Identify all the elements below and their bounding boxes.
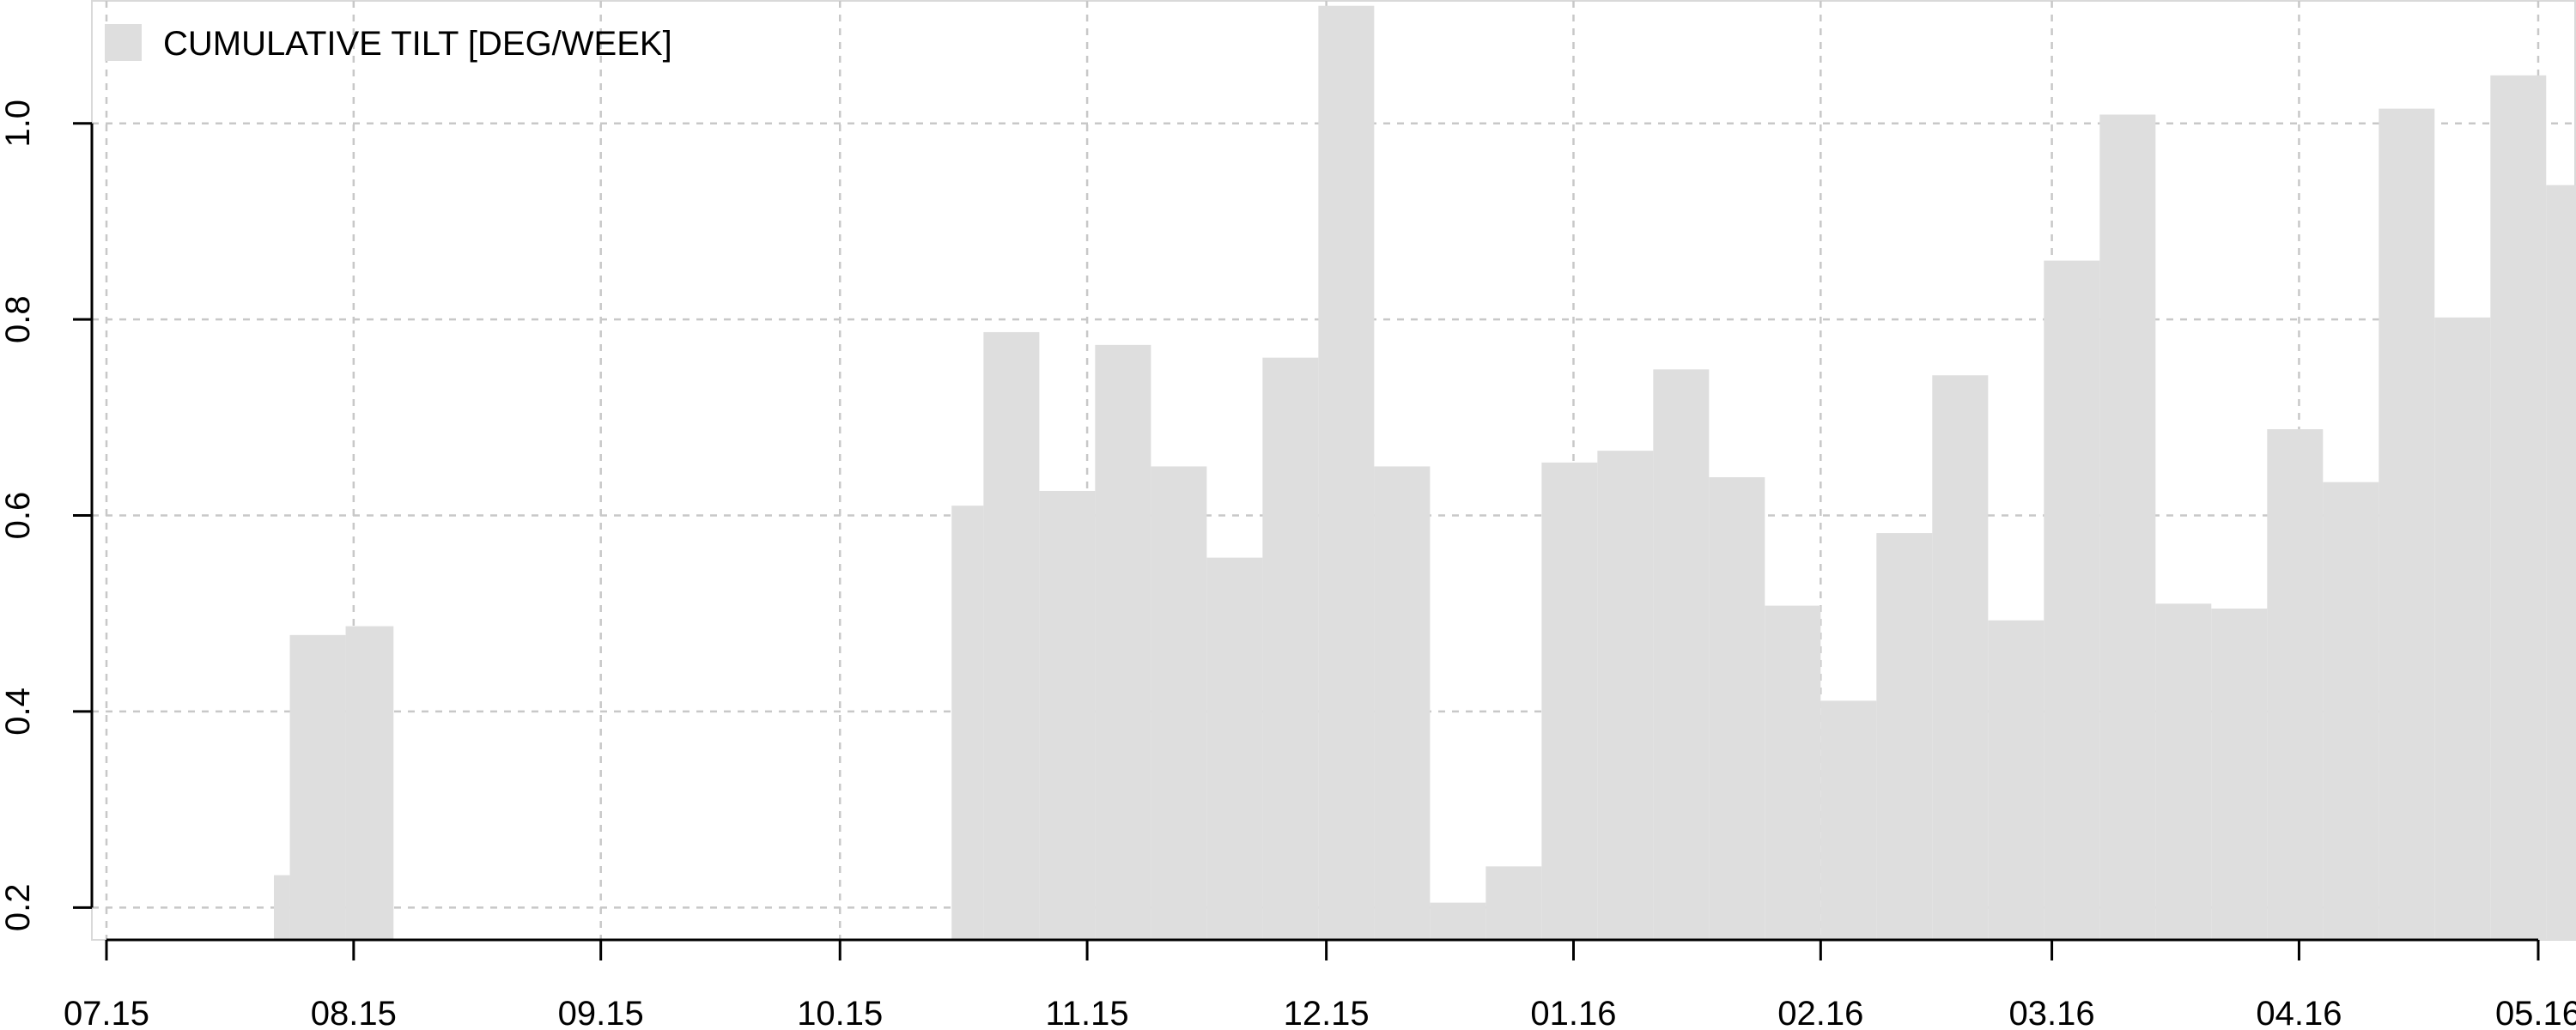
histogram-bar <box>1151 466 1207 940</box>
histogram-bar <box>983 331 1040 941</box>
x-tick-label: 07.15 <box>64 995 149 1030</box>
histogram-bar <box>1541 462 1598 940</box>
histogram-bar <box>1932 375 1989 941</box>
x-tick-label: 11.15 <box>1046 995 1129 1030</box>
x-tick-label: 08.15 <box>311 995 397 1030</box>
histogram-bar <box>1988 620 2044 940</box>
histogram-bar <box>2267 429 2324 940</box>
histogram-bar <box>1318 5 1375 940</box>
x-tick-label: 02.16 <box>1777 995 1863 1030</box>
histogram-bar <box>1374 466 1431 940</box>
histogram-bar <box>345 626 394 940</box>
histogram-bar <box>2155 603 2212 940</box>
x-tick-label: 12.15 <box>1284 995 1370 1030</box>
histogram-bar <box>1206 557 1263 940</box>
histogram-bar <box>2379 108 2435 941</box>
histogram-bar <box>289 634 346 940</box>
x-tick-label: 01.16 <box>1530 995 1616 1030</box>
axes: 07.15 08.15 09.15 10.15 11.15 12.15 01.16 02.16… <box>0 100 2576 1030</box>
histogram-bar <box>1597 451 1654 940</box>
histogram-bar <box>1095 344 1151 940</box>
histogram-bar <box>1430 902 1486 940</box>
histogram-bar <box>1709 476 1765 940</box>
legend: CUMULATIVE TILT [DEG/WEEK] <box>105 24 672 63</box>
histogram-bar <box>2099 114 2156 940</box>
histogram-bar <box>1485 866 1542 940</box>
histogram-bar <box>2044 260 2100 940</box>
histogram-bar <box>1039 490 1096 940</box>
x-tick-label: 09.15 <box>558 995 644 1030</box>
x-tick-label: 03.16 <box>2009 995 2095 1030</box>
histogram-bar <box>1653 369 1710 940</box>
histogram-bar <box>2434 317 2491 940</box>
histogram-bar <box>273 875 290 940</box>
x-tick-label: 05.16 <box>2495 995 2576 1030</box>
x-tick-label: 04.16 <box>2256 995 2342 1030</box>
x-tick-label: 10.15 <box>797 995 883 1030</box>
histogram-bar <box>1820 700 1877 940</box>
histogram-bar <box>1876 533 1933 940</box>
y-tick-label: 0.6 <box>0 492 37 540</box>
y-tick-label: 0.8 <box>0 295 37 343</box>
histogram-bar <box>1262 357 1319 940</box>
histogram-bar <box>2323 482 2379 940</box>
histogram-bar <box>1765 605 1821 940</box>
y-tick-label: 0.2 <box>0 884 37 932</box>
legend-label: CUMULATIVE TILT [DEG/WEEK] <box>163 25 672 63</box>
histogram-bar <box>2546 185 2576 940</box>
bars <box>273 5 2576 941</box>
histogram-bar <box>2211 609 2268 940</box>
legend-swatch <box>105 24 142 61</box>
y-tick-label: 0.4 <box>0 688 37 736</box>
histogram-bar <box>2490 75 2547 941</box>
y-tick-label: 1.0 <box>0 100 37 148</box>
histogram-bar <box>951 506 984 940</box>
